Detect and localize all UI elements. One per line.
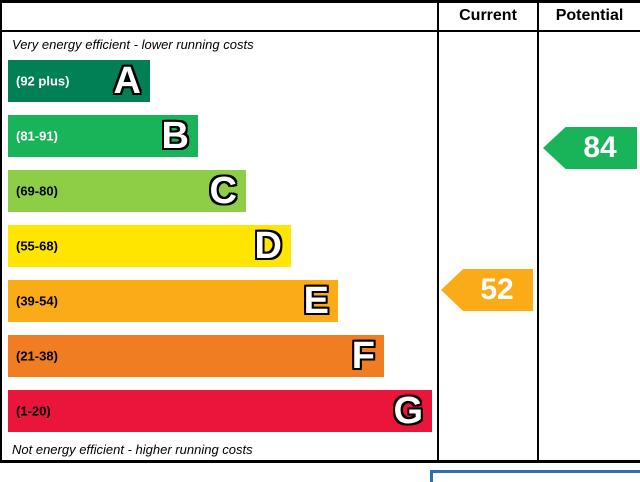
band-range: (81-91)	[16, 128, 58, 144]
band-bar-g: (1-20) G	[8, 390, 432, 432]
potential-column-header: Potential	[555, 7, 624, 24]
potential-rating-value: 84	[583, 131, 617, 164]
caption-efficient: Very energy efficient - lower running co…	[12, 37, 254, 52]
band-letter: D	[254, 225, 282, 267]
band-letter: A	[113, 60, 141, 102]
band-bar-f: (21-38) F	[8, 335, 384, 377]
band-letter: E	[303, 280, 329, 322]
header-divider-line	[0, 30, 640, 32]
band-letter: F	[351, 335, 375, 377]
current-column-divider	[437, 0, 439, 463]
band-bar-d: (55-68) D	[8, 225, 291, 267]
band-range: (1-20)	[16, 403, 51, 419]
footer-partial-box	[430, 470, 640, 482]
potential-rating-arrow: 84	[543, 127, 637, 169]
band-bar-e: (39-54) E	[8, 280, 338, 322]
band-range: (55-68)	[16, 238, 58, 254]
current-column-header: Current	[459, 7, 517, 24]
current-rating-arrow: 52	[441, 269, 533, 311]
top-border	[0, 0, 640, 3]
band-bar-b: (81-91) B	[8, 115, 198, 157]
band-bar-c: (69-80) C	[8, 170, 246, 212]
band-bar-a: (92 plus) A	[8, 60, 150, 102]
band-letter: C	[209, 170, 237, 212]
band-range: (69-80)	[16, 183, 58, 199]
band-range: (39-54)	[16, 293, 58, 309]
potential-column-divider	[537, 0, 539, 463]
band-range: (92 plus)	[16, 73, 70, 89]
left-border	[0, 0, 2, 463]
current-rating-value: 52	[480, 273, 514, 306]
band-letter: B	[161, 115, 189, 157]
band-range: (21-38)	[16, 348, 58, 364]
caption-not-efficient: Not energy efficient - higher running co…	[12, 442, 253, 457]
bottom-border	[0, 460, 640, 463]
band-letter: G	[393, 390, 423, 432]
